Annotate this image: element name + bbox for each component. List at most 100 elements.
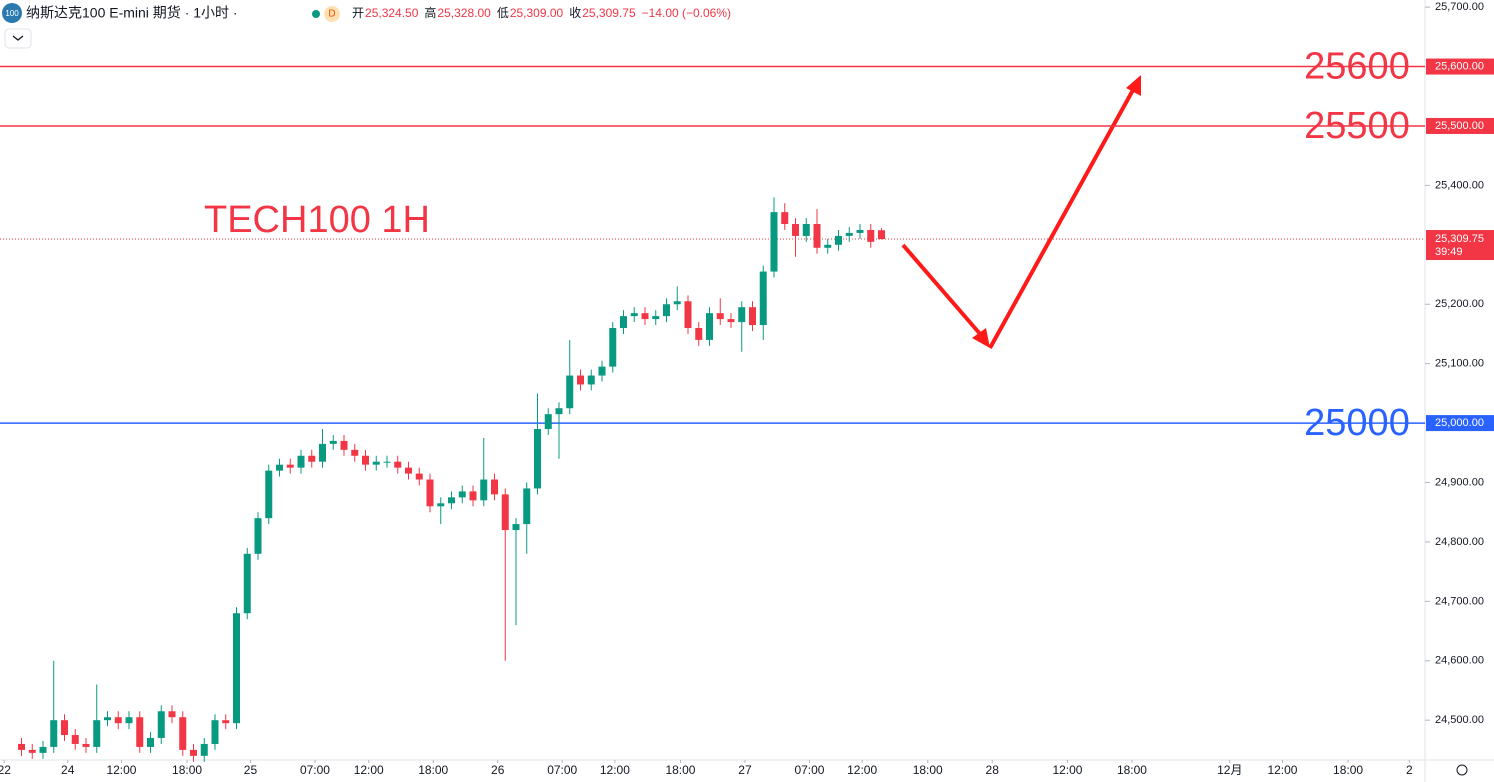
x-tick-label: 12:00 <box>600 763 630 777</box>
arrow-up <box>988 89 1135 349</box>
settings-icon[interactable] <box>1456 764 1468 776</box>
x-tick-label: 22 <box>0 763 11 777</box>
x-tick-label: 25 <box>244 763 258 777</box>
x-tick-label: 27 <box>738 763 752 777</box>
last-price-label: 25,309.75 <box>1435 233 1484 245</box>
y-tick-label: 24,500.00 <box>1435 714 1484 726</box>
candle-body <box>534 429 541 489</box>
candle-body <box>480 479 488 501</box>
arrow-head <box>1126 75 1141 96</box>
candle-body <box>491 479 498 495</box>
candle-body <box>372 461 380 465</box>
field-value: 25,324.50 <box>365 6 419 20</box>
level-axis-box <box>1426 58 1494 75</box>
status-dot <box>312 10 320 18</box>
candle-body <box>824 244 832 248</box>
x-tick-label: 07:00 <box>300 763 330 777</box>
y-tick-label: 25,100.00 <box>1435 358 1484 370</box>
x-tick-label: 07:00 <box>794 763 824 777</box>
candle-body <box>104 717 111 721</box>
candle-body <box>620 316 627 329</box>
change: −14.00 (−0.06%) <box>642 6 731 20</box>
x-tick-label: 12:00 <box>106 763 136 777</box>
arrow-head <box>972 328 990 348</box>
arrow-down <box>901 243 983 337</box>
candle-body <box>297 455 305 468</box>
x-tick-label: 28 <box>986 763 1000 777</box>
field-value: 25,328.00 <box>437 6 491 20</box>
candle-body <box>673 301 681 305</box>
candle-body <box>641 313 649 320</box>
candle-body <box>415 473 423 480</box>
candle-body <box>61 720 68 736</box>
field-name: 收 <box>569 6 581 20</box>
x-tick-label: 18:00 <box>665 763 695 777</box>
x-tick-label: 07:00 <box>547 763 577 777</box>
candle-body <box>211 720 219 744</box>
countdown: 39:49 <box>1435 246 1463 258</box>
candle-body <box>222 720 230 724</box>
collapse-button[interactable] <box>4 28 32 49</box>
candle-body <box>71 735 79 744</box>
candle-body <box>781 212 789 225</box>
candle-body <box>243 553 251 614</box>
badge: D <box>328 9 335 20</box>
candle-body <box>512 524 520 531</box>
x-tick-label: 12:00 <box>847 763 877 777</box>
y-tick-label: 24,900.00 <box>1435 476 1484 488</box>
candle-body <box>802 224 810 236</box>
level-axis-box <box>1426 117 1494 134</box>
candle-body <box>125 717 133 724</box>
x-tick-label: 18:00 <box>913 763 943 777</box>
candle-body <box>50 720 58 747</box>
field-value: 25,309.00 <box>510 6 564 20</box>
candle-body <box>663 304 670 317</box>
y-tick-label: 24,800.00 <box>1435 536 1484 548</box>
level-axis-label: 25,500.00 <box>1435 120 1484 132</box>
y-tick-label: 24,600.00 <box>1435 655 1484 667</box>
candle-body <box>555 408 563 415</box>
candle-body <box>878 230 885 240</box>
candle-body <box>566 375 574 409</box>
x-tick-label: 12:00 <box>354 763 384 777</box>
candle-body <box>684 301 692 329</box>
candle-body <box>609 328 617 367</box>
symbol-title: 纳斯达克100 E-mini 期货 · 1小时 · <box>26 5 238 21</box>
candle-body <box>286 464 294 468</box>
y-tick-label: 24,700.00 <box>1435 595 1484 607</box>
candle-body <box>233 613 240 724</box>
candle-body <box>695 328 703 340</box>
chevron <box>12 35 24 41</box>
x-tick-label: 24 <box>61 763 75 777</box>
candle-body <box>845 232 853 236</box>
x-tick-label: 26 <box>491 763 505 777</box>
candle-body <box>813 224 821 248</box>
candle-body <box>39 746 47 753</box>
candle-body <box>792 224 799 236</box>
candle-body <box>200 743 208 756</box>
candle-body <box>82 743 90 747</box>
field-name: 高 <box>424 5 436 20</box>
candle-body <box>276 464 283 471</box>
candle-body <box>706 313 713 340</box>
candle-body <box>437 503 445 507</box>
annotation: TECH100 1H <box>204 199 430 241</box>
candle-body <box>759 271 767 326</box>
x-tick-label: 12:00 <box>1267 763 1297 777</box>
candle-body <box>469 491 477 501</box>
ohlc-fields: 开 25,324.50 高 25,328.00 低 25,309.00 收 25,309.75… <box>352 5 731 20</box>
x-tick-label: 18:00 <box>172 763 202 777</box>
level-axis-label: 25,000.00 <box>1435 417 1484 429</box>
candle-body <box>835 235 842 245</box>
level-label: 25500 <box>1304 105 1410 147</box>
badge-bg <box>324 6 340 22</box>
candle-body <box>28 749 36 753</box>
candle-body <box>501 494 509 531</box>
candle-body <box>544 414 552 430</box>
candle-body <box>383 461 391 463</box>
candle-body <box>856 229 864 233</box>
candle-body <box>448 497 455 504</box>
